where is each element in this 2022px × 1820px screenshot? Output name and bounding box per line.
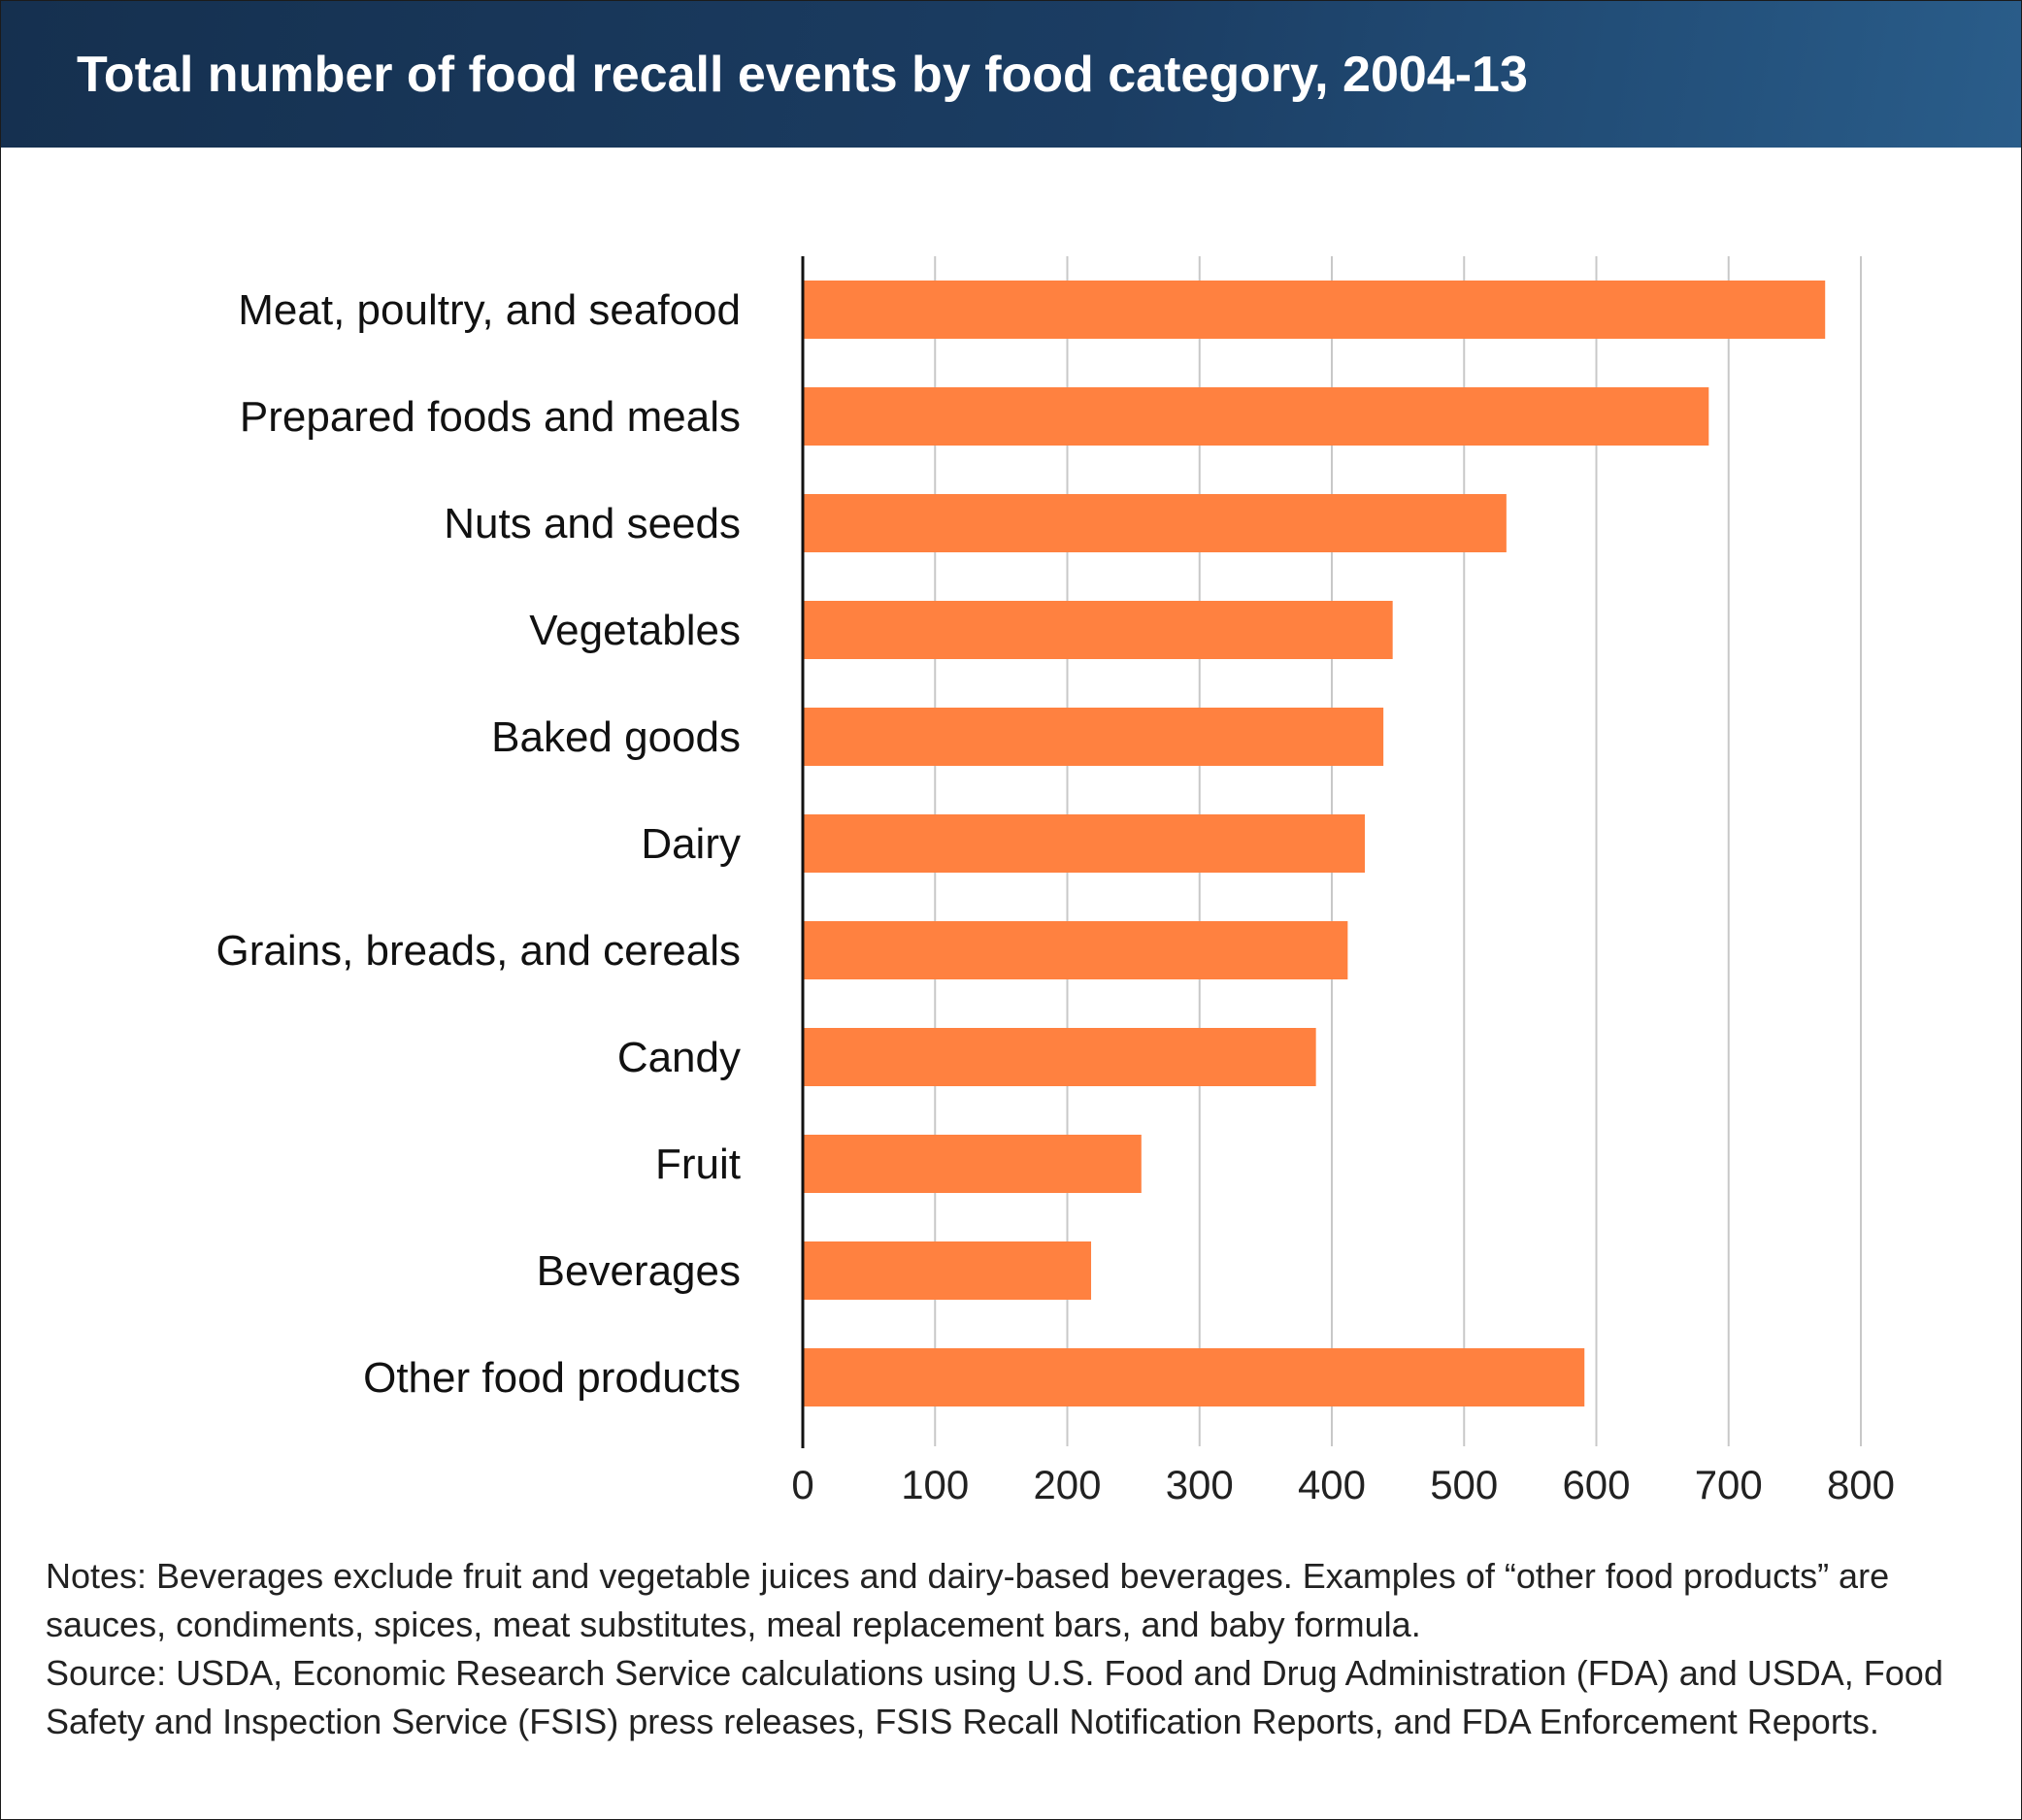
bar — [803, 1241, 1092, 1300]
bar — [803, 281, 1826, 339]
x-tick-label: 200 — [1033, 1462, 1101, 1507]
bar — [803, 1135, 1142, 1193]
x-tick-label: 300 — [1166, 1462, 1234, 1507]
category-label: Other food products — [363, 1354, 741, 1402]
bar — [803, 1348, 1585, 1406]
bar — [803, 601, 1393, 659]
category-label: Beverages — [537, 1247, 741, 1295]
bar — [803, 814, 1366, 873]
bar-chart: 0 100 200 300 400 500 600 700 800 Meat, poultry, … — [215, 256, 1895, 1507]
x-tick-label: 800 — [1827, 1462, 1895, 1507]
chart-notes: Notes: Beverages exclude fruit and veget… — [46, 1552, 1987, 1746]
x-tick-label: 0 — [791, 1462, 813, 1507]
category-label: Grains, breads, and cereals — [215, 927, 741, 975]
x-tick-label: 500 — [1430, 1462, 1498, 1507]
x-tick-label: 600 — [1562, 1462, 1630, 1507]
category-label: Fruit — [655, 1141, 741, 1188]
bar — [803, 387, 1709, 446]
bar — [803, 1028, 1316, 1086]
category-label: Baked goods — [491, 713, 741, 761]
category-label: Meat, poultry, and seafood — [238, 286, 741, 334]
category-label: Candy — [617, 1034, 741, 1081]
bar — [803, 708, 1384, 766]
notes-text: Notes: Beverages exclude fruit and veget… — [46, 1556, 1890, 1644]
chart-title: Total number of food recall events by fo… — [77, 47, 1528, 103]
x-tick-label: 100 — [901, 1462, 969, 1507]
x-tick-label: 400 — [1298, 1462, 1366, 1507]
chart-header: Total number of food recall events by fo… — [1, 1, 2021, 148]
bar — [803, 494, 1507, 552]
category-label: Dairy — [641, 820, 741, 868]
category-label: Nuts and seeds — [444, 500, 741, 547]
x-tick-label: 700 — [1695, 1462, 1763, 1507]
bar — [803, 921, 1348, 979]
category-label: Vegetables — [529, 607, 741, 654]
source-text: Source: USDA, Economic Research Service … — [46, 1653, 1943, 1741]
category-label: Prepared foods and meals — [240, 393, 741, 441]
